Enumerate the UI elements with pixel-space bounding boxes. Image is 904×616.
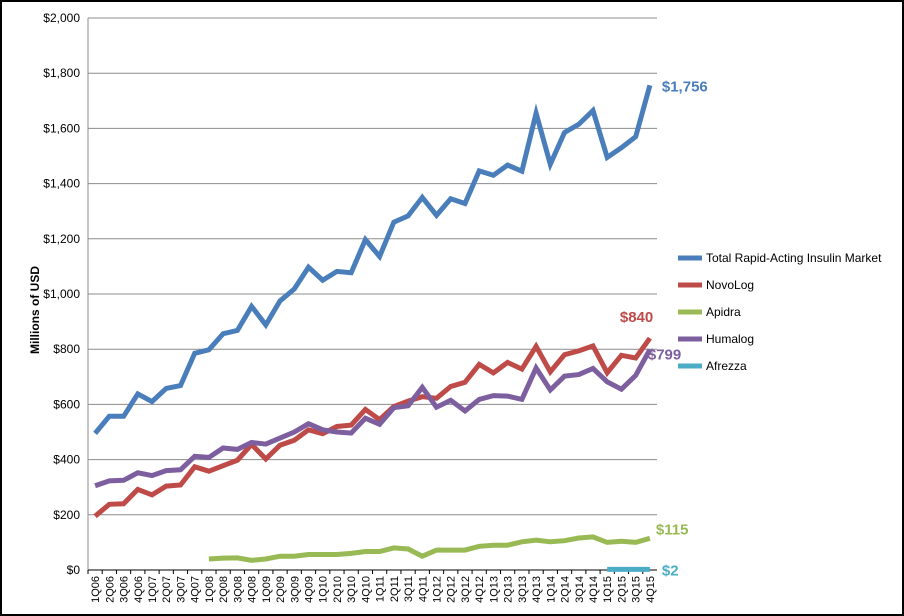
x-tick-label: 3Q06 xyxy=(119,576,131,603)
x-tick-label: 2Q09 xyxy=(275,576,287,603)
x-tick-label: 2Q14 xyxy=(560,576,572,603)
series-line-humalog xyxy=(94,348,653,489)
x-tick-label: 3Q13 xyxy=(517,576,529,603)
y-tick-label: $800 xyxy=(53,342,80,356)
y-tick-label: $2,000 xyxy=(43,11,80,25)
x-tick-label: 1Q07 xyxy=(147,576,159,603)
x-tick-label: 4Q11 xyxy=(417,576,429,602)
x-tick-label: 2Q06 xyxy=(104,576,116,603)
x-tick-label: 1Q09 xyxy=(261,576,273,603)
x-tick-label: 1Q14 xyxy=(545,576,557,603)
legend-label-apidra: Apidra xyxy=(706,305,741,319)
y-tick-label: $1,800 xyxy=(43,66,80,80)
x-tick-label: 4Q15 xyxy=(645,576,657,603)
end-label-total-rapid-acting-insulin-market: $1,756 xyxy=(662,78,708,95)
x-tick-label: 1Q06 xyxy=(90,576,102,603)
x-tick-label: 4Q12 xyxy=(474,576,486,603)
end-label-humalog: $799 xyxy=(648,346,681,363)
x-tick-label: 2Q11 xyxy=(389,576,401,602)
y-tick-label: $600 xyxy=(53,397,80,411)
x-tick-label: 2Q13 xyxy=(503,576,515,603)
y-tick-label: $1,200 xyxy=(43,232,80,246)
legend: Total Rapid-Acting Insulin Market NovoLog… xyxy=(678,251,882,373)
y-tick-label: $1,000 xyxy=(43,287,80,301)
y-axis-title: Millions of USD xyxy=(28,266,42,354)
x-tick-label: 2Q12 xyxy=(446,576,458,603)
x-tick-label: 3Q08 xyxy=(232,576,244,603)
x-tick-label: 3Q14 xyxy=(574,576,586,603)
x-tick-label: 2Q08 xyxy=(218,576,230,603)
x-tick-label: 4Q06 xyxy=(133,576,145,603)
legend-label-humalog: Humalog xyxy=(706,332,754,346)
x-tick-label: 4Q14 xyxy=(588,576,600,603)
x-tick-label: 4Q08 xyxy=(247,576,259,603)
y-tick-label: $1,400 xyxy=(43,177,80,191)
x-tick-label: 2Q07 xyxy=(161,576,173,603)
x-tick-label: 4Q10 xyxy=(360,576,372,603)
x-tick-label: 4Q09 xyxy=(303,576,315,603)
x-tick-label: 2Q15 xyxy=(616,576,628,603)
x-tick-label: 1Q08 xyxy=(204,576,216,603)
series-line-apidra xyxy=(208,534,651,563)
y-tick-label: $400 xyxy=(53,453,80,467)
x-tick-label: 3Q09 xyxy=(289,576,301,603)
x-tick-label: 3Q12 xyxy=(460,576,472,603)
x-tick-label: 1Q12 xyxy=(432,576,444,603)
series-line-total-rapid-acting-insulin-market xyxy=(93,84,653,435)
legend-label-novolog: NovoLog xyxy=(706,278,754,292)
x-axis-ticks: 1Q06 2Q06 3Q06 4Q06 1Q07 2Q07 3Q07 4Q07 1Q08 2Q08… xyxy=(87,570,657,603)
y-axis-ticks: $0 $200 $400 $600 $800 $1,000 $1,200 $1,400 $1,6… xyxy=(43,11,80,577)
x-tick-label: 4Q07 xyxy=(190,576,202,603)
x-tick-label: 3Q10 xyxy=(346,576,358,603)
legend-label-total-rapid-acting-insulin-market: Total Rapid-Acting Insulin Market xyxy=(706,251,882,265)
end-label-novolog: $840 xyxy=(620,309,653,326)
y-tick-label: $0 xyxy=(67,563,81,577)
x-tick-label: 1Q11 xyxy=(375,576,387,602)
y-tick-label: $200 xyxy=(53,508,80,522)
x-tick-label: 1Q13 xyxy=(488,576,500,603)
x-tick-label: 1Q15 xyxy=(602,576,614,603)
x-tick-label: 4Q13 xyxy=(531,576,543,603)
x-tick-label: 2Q10 xyxy=(332,576,344,603)
x-tick-label: 3Q15 xyxy=(631,576,643,603)
end-label-afrezza: $2 xyxy=(662,562,679,579)
series-line-novolog xyxy=(93,336,652,519)
series-lines xyxy=(93,84,653,572)
x-tick-label: 3Q07 xyxy=(175,576,187,603)
x-tick-label: 1Q10 xyxy=(318,576,330,603)
end-label-apidra: $115 xyxy=(656,521,689,538)
end-labels: $1,756 $840 $115 $799 $2 xyxy=(620,78,708,579)
x-tick-label: 3Q11 xyxy=(403,576,415,602)
y-tick-label: $1,600 xyxy=(43,121,80,135)
legend-label-afrezza: Afrezza xyxy=(706,359,747,373)
